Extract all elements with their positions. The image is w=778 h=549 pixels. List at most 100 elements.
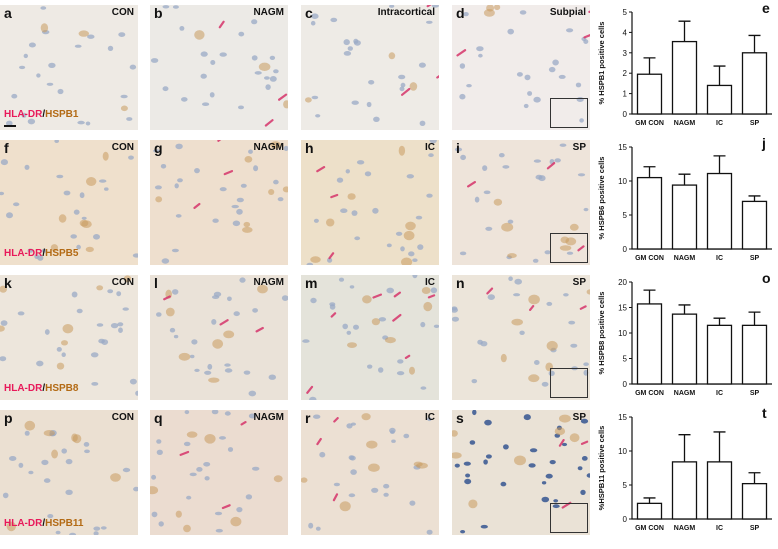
panel-letter: d <box>456 5 465 21</box>
panel-letter: k <box>4 275 12 291</box>
panel-letter: i <box>456 140 460 156</box>
panel-title: CON <box>111 412 134 423</box>
y-tick-label: 15 <box>618 143 627 152</box>
bar <box>741 482 768 520</box>
error-bar <box>678 304 691 315</box>
stain-hla-label: HLA-DR <box>4 383 43 394</box>
chart-letter: j <box>762 135 766 151</box>
micrograph-panel-f: f CON HLA-DR/HSPB5 <box>0 140 138 265</box>
panel-letter: l <box>154 275 158 291</box>
x-category-label: GM CON <box>635 255 664 262</box>
bar <box>706 324 733 385</box>
panel-letter: a <box>4 5 12 21</box>
x-category-label: GM CON <box>635 525 664 532</box>
micrograph-panel-k: k CON HLA-DR/HSPB8 <box>0 275 138 400</box>
panel-title: CON <box>111 142 134 153</box>
inset-box <box>550 98 588 128</box>
stain-separator: / <box>42 383 46 394</box>
bar <box>671 184 698 250</box>
stain-hsp-label: HSPB8 <box>45 383 79 394</box>
stain-label: HLA-DR/HSPB5 <box>4 248 78 259</box>
micrograph-image <box>301 140 439 265</box>
error-bar <box>678 434 691 462</box>
panel-title: CON <box>111 277 134 288</box>
micrograph-image <box>0 5 138 130</box>
x-category-label: SP <box>750 390 760 397</box>
chart-letter: t <box>762 405 767 421</box>
y-tick-label: 15 <box>618 413 627 422</box>
error-bar <box>643 289 656 304</box>
micrograph-image <box>452 140 590 265</box>
bar <box>636 502 663 520</box>
micrograph-image <box>150 275 288 400</box>
micrograph-image <box>452 410 590 535</box>
y-tick-label: 3 <box>623 49 628 58</box>
bar-chart-e: % HSPB1 positive cells 0 1 2 3 4 5 GM CON NAGM IC… <box>592 0 778 139</box>
micrograph-image <box>301 5 439 130</box>
micrograph-panel-r: r IC <box>301 410 439 535</box>
y-tick-label: 15 <box>618 304 627 313</box>
x-category-label: NAGM <box>674 120 696 127</box>
bar <box>741 324 768 385</box>
micrograph-panel-b: b NAGM <box>150 5 288 130</box>
bar-chart-j: % HSPB6 positive cells 0 5 10 15 GM CON NAGM IC… <box>592 135 778 274</box>
chart-svg: % HSPB1 positive cells 0 1 2 3 4 5 GM CON NAGM IC… <box>597 8 772 127</box>
y-tick-label: 1 <box>623 90 628 99</box>
error-bar <box>748 195 761 202</box>
panel-letter: q <box>154 410 163 426</box>
error-bar <box>678 20 691 42</box>
x-category-label: SP <box>750 525 760 532</box>
bar <box>671 40 698 115</box>
micrograph-panel-p: p CON HLA-DR/HSPB11 <box>0 410 138 535</box>
error-bar <box>643 57 656 75</box>
panel-letter: s <box>456 410 464 426</box>
micrograph-image <box>452 5 590 130</box>
stain-hsp-label: HSPB5 <box>45 248 79 259</box>
x-category-label: SP <box>750 255 760 262</box>
y-tick-label: 5 <box>623 211 628 220</box>
bar <box>706 172 733 250</box>
stain-hsp-label: HSPB11 <box>45 518 84 529</box>
panel-title: NAGM <box>253 277 284 288</box>
micrograph-image <box>301 410 439 535</box>
x-category-label: IC <box>716 120 723 127</box>
panel-letter: r <box>305 410 311 426</box>
y-tick-label: 5 <box>623 8 628 17</box>
y-tick-label: 10 <box>618 447 627 456</box>
x-category-label: IC <box>716 390 723 397</box>
bar <box>671 461 698 520</box>
chart-svg: % HSPB6 positive cells 0 5 10 15 GM CON NAGM IC… <box>597 143 772 262</box>
micrograph-image <box>0 275 138 400</box>
y-tick-label: 20 <box>618 278 627 287</box>
x-category-label: IC <box>716 525 723 532</box>
x-category-label: IC <box>716 255 723 262</box>
panel-letter: p <box>4 410 13 426</box>
error-bar <box>748 311 761 326</box>
y-tick-label: 0 <box>623 110 628 119</box>
y-axis-label: % HSPB1 positive cells <box>597 22 606 105</box>
micrograph-image <box>301 275 439 400</box>
micrograph-image <box>150 140 288 265</box>
x-category-label: SP <box>750 120 760 127</box>
error-bar <box>713 65 726 86</box>
bar <box>636 303 663 385</box>
y-tick-label: 10 <box>618 177 627 186</box>
micrograph-panel-d: d Subpial <box>452 5 590 130</box>
panel-letter: m <box>305 275 318 291</box>
scale-bar <box>4 125 16 127</box>
stain-label: HLA-DR/HSPB11 <box>4 518 83 529</box>
micrograph-panel-m: m IC <box>301 275 439 400</box>
y-axis-label: %HSPB11 positive cells <box>597 426 606 511</box>
panel-title: NAGM <box>253 7 284 18</box>
panel-title: SP <box>572 412 586 423</box>
stain-hsp-label: HSPB1 <box>45 109 79 120</box>
y-tick-label: 4 <box>623 28 628 37</box>
chart-svg: %HSPB11 positive cells 0 5 10 15 GM CON NAGM IC… <box>597 413 772 532</box>
y-tick-label: 0 <box>623 515 628 524</box>
y-tick-label: 5 <box>623 355 628 364</box>
stain-hla-label: HLA-DR <box>4 109 43 120</box>
bar <box>636 73 663 115</box>
panel-letter: h <box>305 140 314 156</box>
panel-letter: c <box>305 5 313 21</box>
error-bar <box>678 173 691 186</box>
